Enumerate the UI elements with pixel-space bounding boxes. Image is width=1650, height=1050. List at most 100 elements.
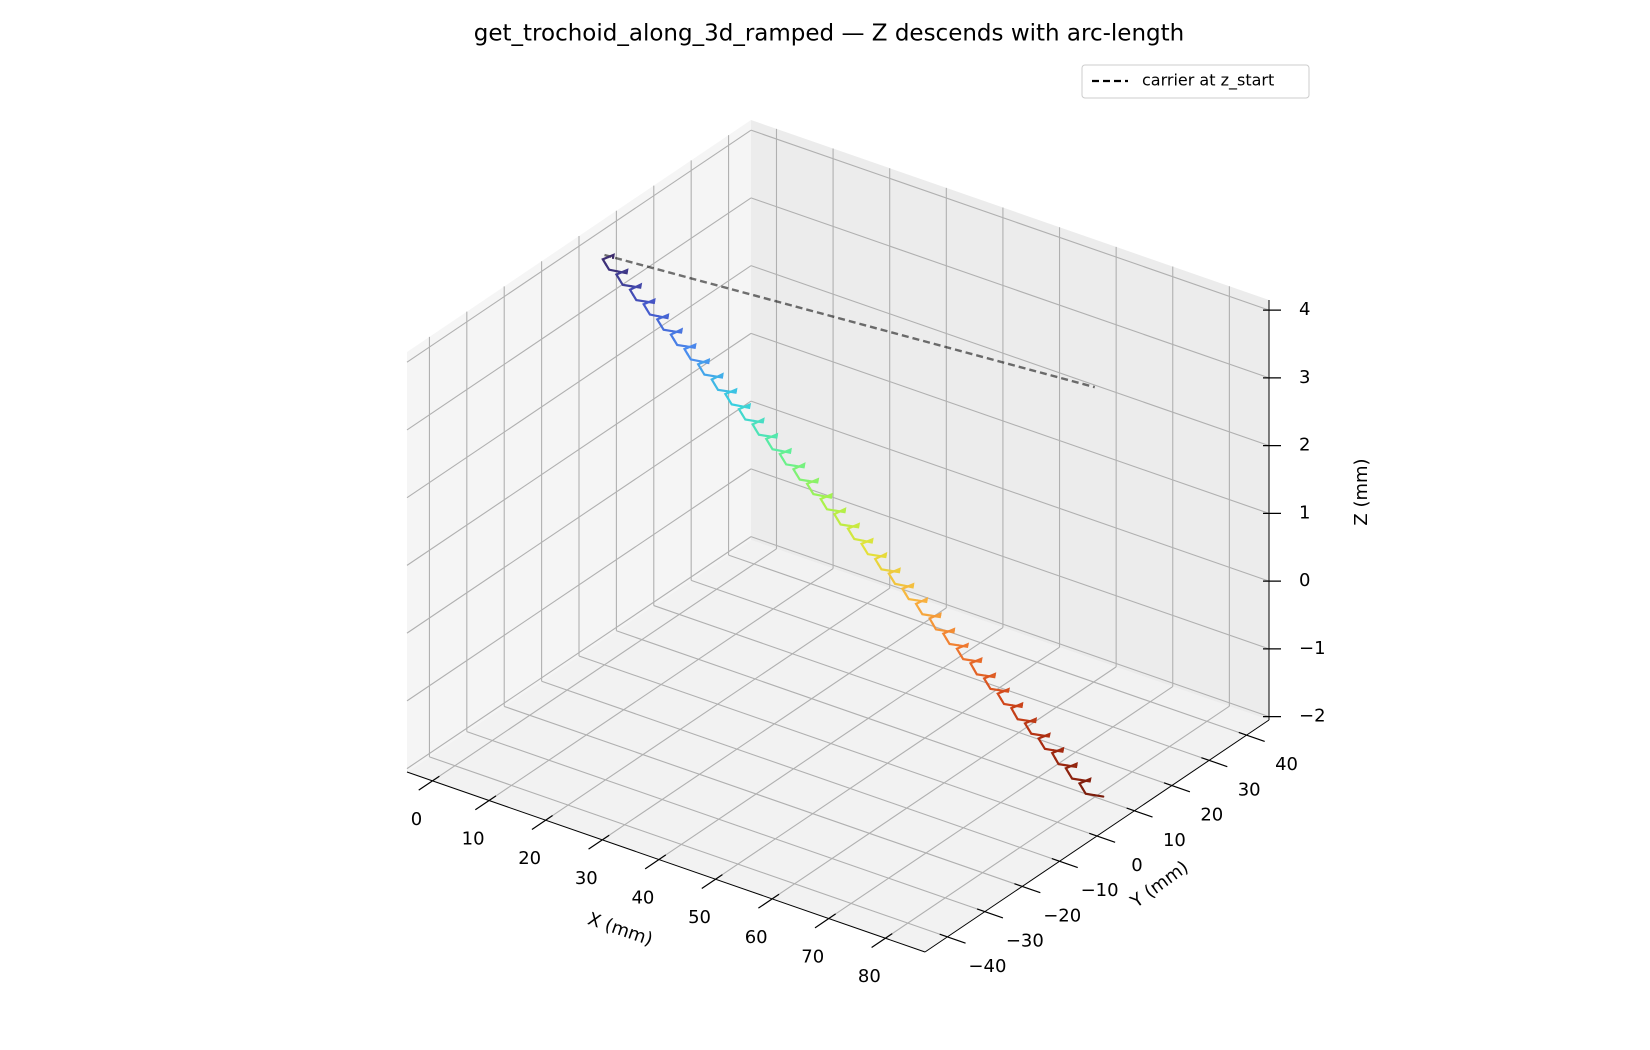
- x-tick: [701, 874, 723, 889]
- y-tick: [1051, 857, 1078, 869]
- x-tick: [814, 913, 836, 929]
- trochoid-segment: [770, 432, 779, 438]
- grid-line: [750, 197, 1270, 379]
- trochoid-segment: [634, 282, 643, 289]
- trochoid-segment: [859, 540, 869, 551]
- y-tick-label: 10: [1163, 830, 1186, 851]
- trochoid-segment: [933, 612, 942, 618]
- trochoid-segment: [1081, 787, 1096, 797]
- trochoid-segment: [982, 675, 991, 685]
- plot-area: [601, 253, 1105, 798]
- trochoid-segment: [645, 308, 660, 318]
- trochoid-segment: [632, 293, 647, 303]
- trochoid-segment: [838, 507, 847, 513]
- grid-line: [541, 680, 1060, 862]
- legend: carrier at z_start: [1081, 64, 1310, 99]
- trochoid-segment: [682, 345, 691, 356]
- y-tick: [976, 908, 1004, 919]
- trochoid-segment: [1050, 749, 1059, 760]
- trochoid-segment: [974, 657, 983, 663]
- x-tick: [474, 795, 497, 811]
- trochoid-segment: [877, 563, 892, 572]
- trochoid-segment: [1056, 746, 1065, 752]
- x-tick: [871, 933, 893, 949]
- grid-line: [750, 468, 1270, 650]
- trochoid-segment: [988, 672, 997, 678]
- trochoid-segment: [928, 615, 937, 625]
- grid-line: [406, 265, 752, 499]
- y-tick-label: 0: [1131, 855, 1142, 876]
- trochoid-segment: [1029, 717, 1038, 723]
- y-tick: [1201, 757, 1228, 768]
- y-tick-label: −40: [968, 956, 1006, 977]
- trochoid-segment: [920, 596, 929, 603]
- y-tick-label: 40: [1275, 754, 1298, 775]
- grid-line: [429, 756, 948, 938]
- trochoid-segment: [822, 503, 837, 512]
- trochoid-segment: [1036, 735, 1046, 745]
- grid-line: [504, 705, 1023, 887]
- trochoid-segment: [846, 525, 855, 535]
- trochoid-segment: [607, 253, 615, 259]
- trochoid-segment: [1070, 762, 1078, 768]
- trochoid-segment: [647, 297, 656, 304]
- trochoid-segment: [754, 428, 769, 438]
- trochoid-segment: [743, 402, 752, 409]
- trochoid-segment: [890, 577, 905, 587]
- grid-line: [616, 630, 1135, 812]
- legend-box: [1081, 64, 1310, 99]
- chart-title: get_trochoid_along_3d_ramped — Z descend…: [474, 21, 1184, 47]
- y-tick-label: 30: [1238, 779, 1261, 800]
- trochoid-segment: [702, 358, 711, 364]
- trochoid-segment: [996, 690, 1005, 700]
- trochoid-segment: [1093, 794, 1105, 798]
- trochoid-segment: [955, 645, 964, 656]
- y-tick-label: −10: [1081, 880, 1119, 901]
- y-tick-label: −30: [1006, 931, 1044, 952]
- trochoid-segment: [764, 435, 773, 446]
- grid-line: [406, 468, 752, 702]
- trochoid-segment: [1013, 712, 1028, 722]
- trochoid-segment: [1083, 777, 1092, 783]
- trochoid-segment: [713, 383, 728, 393]
- trochoid-segment: [805, 480, 814, 491]
- trochoid-segment: [1040, 742, 1055, 752]
- trochoid-segment: [931, 622, 946, 632]
- trochoid-segment: [958, 652, 974, 662]
- trochoid-segment: [849, 532, 865, 542]
- trochoid-segment: [655, 316, 664, 326]
- trochoid-segment: [865, 537, 874, 543]
- trochoid-segment: [620, 268, 629, 274]
- grid-line: [578, 655, 1098, 837]
- trochoid-segment: [893, 567, 901, 573]
- grid-line: [406, 400, 752, 634]
- grid-line: [406, 536, 752, 770]
- x-tick-label: 20: [518, 848, 541, 869]
- legend-label: carrier at z_start: [1142, 71, 1274, 91]
- trochoid-segment: [961, 642, 970, 648]
- trochoid-segment: [1027, 727, 1042, 737]
- trochoid-segment: [863, 547, 878, 557]
- x-tick-label: 10: [462, 829, 485, 850]
- trochoid-segment: [795, 473, 810, 483]
- trochoid-segment: [791, 465, 800, 476]
- grid-line: [653, 605, 1172, 787]
- z-axis-label: Z (mm): [1351, 458, 1372, 525]
- trochoid-segment: [1077, 780, 1086, 790]
- trochoid-segment: [768, 442, 783, 453]
- trochoid-segment: [941, 630, 950, 640]
- grid-line: [406, 197, 752, 431]
- trochoid-segment: [1009, 704, 1018, 715]
- carrier-line: [604, 253, 1096, 389]
- trochoid-segment: [947, 627, 956, 633]
- z-tick-label: 0: [1299, 570, 1310, 591]
- trochoid-segment: [873, 555, 882, 566]
- trochoid-segment: [1015, 701, 1024, 708]
- x-tick-label: 60: [745, 927, 768, 948]
- trochoid-segment: [784, 447, 792, 453]
- y-tick-label: −20: [1043, 905, 1081, 926]
- x-axis-line: [406, 771, 926, 953]
- trochoid-segment: [832, 510, 841, 521]
- trochoid-segment: [1002, 687, 1010, 693]
